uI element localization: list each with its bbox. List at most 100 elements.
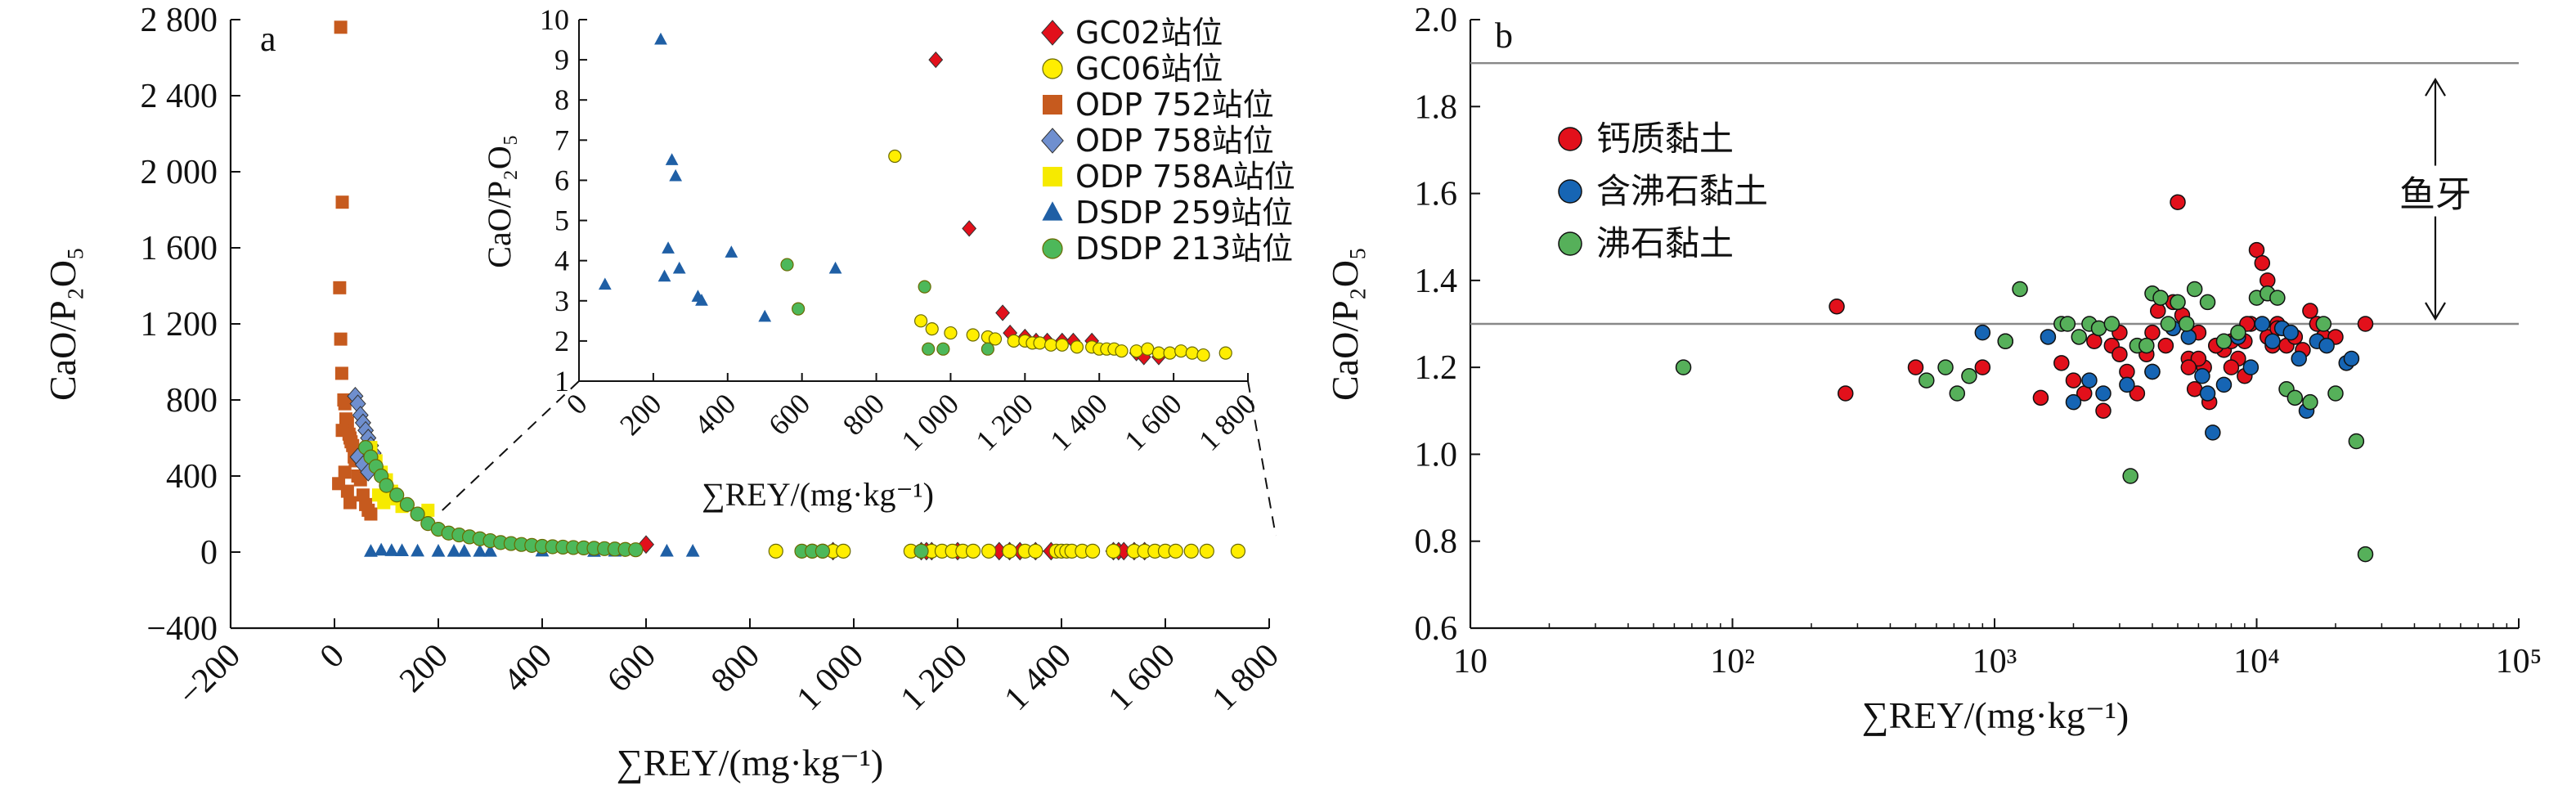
inset-data-point bbox=[1070, 340, 1084, 354]
data-point bbox=[335, 424, 349, 438]
y-tick-label: 1.4 bbox=[1415, 263, 1458, 300]
data-point bbox=[2119, 376, 2135, 393]
data-point bbox=[1084, 543, 1101, 559]
inset-data-point bbox=[1044, 338, 1058, 352]
data-point bbox=[338, 465, 352, 479]
data-point bbox=[2264, 333, 2281, 350]
legend-label: 含沸石黏土 bbox=[1596, 171, 1768, 211]
data-point bbox=[2215, 333, 2233, 350]
data-point bbox=[353, 473, 367, 487]
inset-series-2 bbox=[598, 32, 842, 322]
data-point bbox=[2357, 546, 2374, 563]
x-tick-label: 0 bbox=[313, 637, 352, 676]
connector-left bbox=[438, 380, 580, 515]
data-point bbox=[346, 438, 360, 452]
inset-x-tick-label: 1 800 bbox=[1192, 387, 1263, 457]
inset-data-point bbox=[758, 309, 772, 322]
data-point bbox=[1675, 359, 1692, 375]
inset-data-point bbox=[1185, 346, 1199, 360]
data-point bbox=[2318, 337, 2335, 354]
data-point bbox=[2178, 316, 2195, 332]
data-point bbox=[2287, 389, 2304, 406]
data-point bbox=[374, 542, 388, 556]
data-point bbox=[2150, 303, 2166, 319]
data-point bbox=[2230, 324, 2246, 341]
y-tick-label: −400 bbox=[146, 610, 218, 648]
data-point bbox=[2348, 433, 2365, 450]
data-point bbox=[2269, 290, 2286, 306]
data-point bbox=[1028, 543, 1043, 559]
legend-label: ODP 758站位 bbox=[1075, 123, 1274, 159]
annotation-label: 鱼牙 bbox=[2399, 174, 2471, 216]
legend-label: ODP 758A站位 bbox=[1075, 159, 1295, 195]
inset-x-tick-label: 1 000 bbox=[895, 387, 966, 457]
data-point bbox=[2065, 372, 2082, 389]
data-point bbox=[2254, 316, 2271, 332]
data-point bbox=[384, 543, 399, 556]
inset-data-point bbox=[1033, 336, 1047, 350]
panel-label: b bbox=[1495, 16, 1513, 56]
data-point bbox=[2152, 290, 2169, 306]
data-point bbox=[1183, 543, 1199, 559]
x-tick-label: 200 bbox=[393, 637, 456, 700]
panel-label: a bbox=[260, 19, 276, 59]
inset-data-point bbox=[1151, 346, 1166, 360]
legend-label: 沸石黏土 bbox=[1596, 223, 1734, 263]
inset-data-point bbox=[725, 245, 738, 258]
inset-data-point bbox=[657, 269, 671, 282]
inset-data-point bbox=[928, 51, 944, 69]
inset-data-point bbox=[662, 241, 675, 254]
data-point bbox=[447, 543, 461, 557]
data-point bbox=[2144, 363, 2161, 380]
legend-marker bbox=[1042, 58, 1063, 79]
y-tick-label: 0 bbox=[200, 534, 218, 572]
data-point bbox=[2160, 316, 2177, 332]
inset-data-point bbox=[913, 314, 928, 328]
x-tick-label: 1 600 bbox=[1102, 637, 1183, 718]
inset-data-point bbox=[1174, 344, 1188, 358]
inset-data-point bbox=[1141, 342, 1155, 356]
x-axis-label: ∑REY/(mg·kg⁻¹) bbox=[617, 742, 883, 784]
x-tick-label: 10⁵ bbox=[2496, 643, 2542, 680]
arrow-head-down bbox=[2425, 302, 2446, 321]
data-point bbox=[2254, 254, 2271, 272]
inset-data-point bbox=[695, 294, 708, 306]
data-point bbox=[2205, 424, 2221, 441]
data-point bbox=[2223, 359, 2240, 375]
inset-data-point bbox=[1055, 338, 1069, 352]
x-tick-label: 800 bbox=[704, 637, 767, 700]
data-point bbox=[2215, 376, 2233, 393]
x-tick-label: 1 000 bbox=[790, 637, 871, 718]
data-point bbox=[1961, 368, 1977, 384]
inset-y-tick-label: 10 bbox=[540, 3, 569, 36]
inset-y-tick-label: 6 bbox=[554, 164, 569, 196]
data-point bbox=[2291, 350, 2307, 367]
inset-data-point bbox=[1115, 344, 1129, 358]
inset-y-tick-label: 2 bbox=[554, 325, 569, 357]
data-point bbox=[2180, 329, 2197, 345]
data-point bbox=[364, 507, 378, 521]
y-tick-label: 1 200 bbox=[141, 306, 218, 344]
data-point bbox=[913, 543, 929, 559]
x-tick-label: 10² bbox=[1710, 643, 1755, 680]
data-point bbox=[1199, 543, 1214, 559]
connector-right bbox=[1247, 380, 1277, 537]
data-point bbox=[334, 20, 348, 34]
inset-y-label: CaO/P₂O₅ bbox=[481, 134, 518, 267]
inset-data-point bbox=[1129, 344, 1143, 358]
data-point bbox=[411, 543, 424, 557]
data-point bbox=[1907, 359, 1924, 375]
legend-marker bbox=[1558, 179, 1582, 204]
series-b-1 bbox=[1974, 316, 2360, 441]
inset-series-3 bbox=[780, 258, 994, 356]
data-point bbox=[338, 397, 352, 411]
data-point bbox=[335, 195, 349, 209]
data-point bbox=[628, 542, 644, 558]
data-point bbox=[2081, 372, 2098, 389]
legend-marker bbox=[1558, 231, 1582, 256]
data-point bbox=[2194, 368, 2210, 384]
x-tick-label: 10³ bbox=[1972, 643, 2017, 680]
legend-marker bbox=[1041, 20, 1064, 46]
inset-x-tick-label: 0 bbox=[560, 387, 594, 420]
